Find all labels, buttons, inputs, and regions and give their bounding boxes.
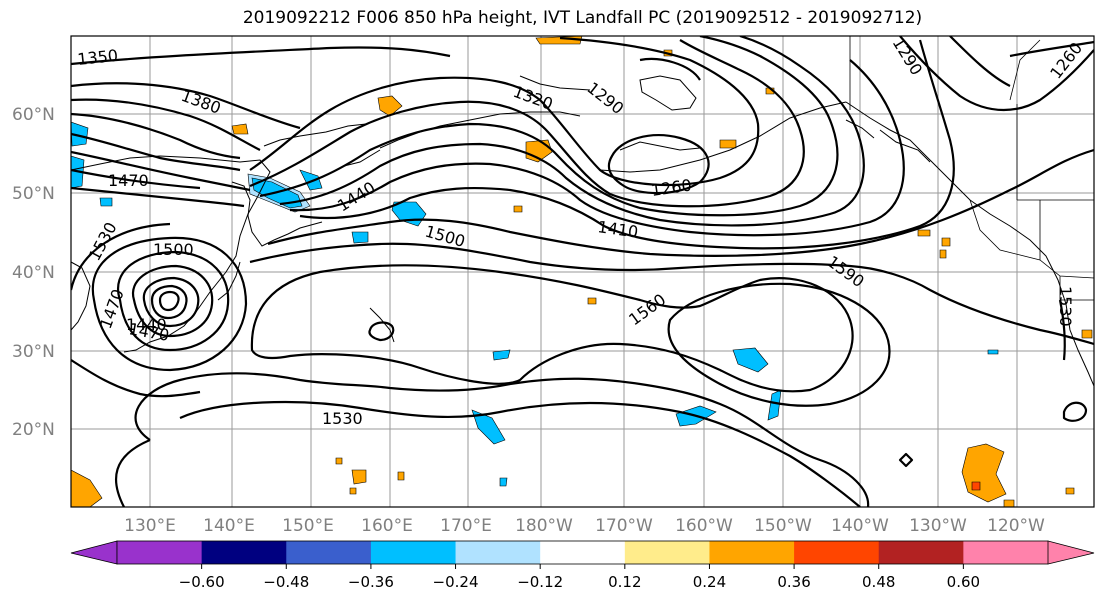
colorbar-tick-label: −0.24	[433, 573, 479, 591]
lat-label: 60°N	[12, 105, 55, 125]
colorbar-segment	[455, 541, 541, 564]
colorbar-tick-label: −0.60	[179, 573, 225, 591]
height-contours	[71, 36, 1094, 507]
ivt-positive-patches	[71, 36, 1093, 507]
contour-label: 1530	[322, 409, 363, 428]
colorbar-segment	[794, 541, 880, 564]
lon-label: 120°W	[987, 516, 1045, 536]
lon-label: 140°W	[831, 516, 889, 536]
colorbar-segment	[370, 541, 457, 564]
borders	[849, 36, 1094, 301]
contour-label: 1350	[76, 46, 118, 69]
colorbar-segment	[878, 541, 964, 564]
lat-label: 40°N	[12, 263, 55, 283]
colorbar-segment	[286, 541, 372, 564]
lat-label: 50°N	[12, 184, 55, 204]
colorbar-tick-label: 0.36	[777, 573, 810, 591]
colorbar-tick-label: −0.36	[348, 573, 394, 591]
lon-label: 150°W	[754, 516, 812, 536]
lon-label: 170°W	[595, 516, 653, 536]
contour-label: 1530	[1056, 286, 1075, 327]
lon-label: 160°E	[361, 516, 413, 536]
colorbar-tick-label: 0.48	[862, 573, 895, 591]
lon-label: 130°W	[909, 516, 967, 536]
colorbar-tick-label: 0.60	[947, 573, 980, 591]
longitude-labels: 130°E 140°E 150°E 160°E 170°E 180°W 170°…	[124, 516, 1045, 536]
colorbar-segment	[117, 541, 203, 564]
lon-label: 130°E	[124, 516, 176, 536]
map-frame	[70, 35, 1095, 508]
colorbar: −0.60 −0.48 −0.36 −0.24 −0.12 0.12 0.24 0.36 0.4…	[70, 540, 1095, 591]
colorbar-tick-label: −0.12	[517, 573, 563, 591]
colorbar-tick-label: 0.12	[608, 573, 641, 591]
lat-label: 30°N	[12, 342, 55, 362]
colorbar-extend-low	[70, 540, 118, 565]
colorbar-frame	[116, 540, 1049, 565]
colorbar-segment	[201, 541, 287, 564]
lon-label: 180°W	[515, 516, 573, 536]
contour-label: 1470	[108, 171, 149, 190]
map-title: 2019092212 F006 850 hPa height, IVT Land…	[242, 8, 923, 28]
contour-label: 1440	[126, 315, 167, 334]
lon-label: 160°W	[675, 516, 733, 536]
colorbar-segment	[963, 541, 1049, 564]
lon-label: 150°E	[282, 516, 334, 536]
latitude-labels: 60°N 50°N 40°N 30°N 20°N	[12, 105, 55, 440]
colorbar-segment	[540, 541, 626, 564]
colorbar-tick-label: 0.24	[693, 573, 726, 591]
colorbar-extend-high	[1047, 540, 1095, 565]
colorbar-tick-label: −0.48	[263, 573, 309, 591]
colorbar-segment	[709, 541, 795, 564]
lon-label: 140°E	[203, 516, 255, 536]
lon-label: 170°E	[440, 516, 492, 536]
colorbar-segment	[624, 541, 710, 564]
contour-label: 1500	[153, 240, 194, 259]
lat-label: 20°N	[12, 420, 55, 440]
